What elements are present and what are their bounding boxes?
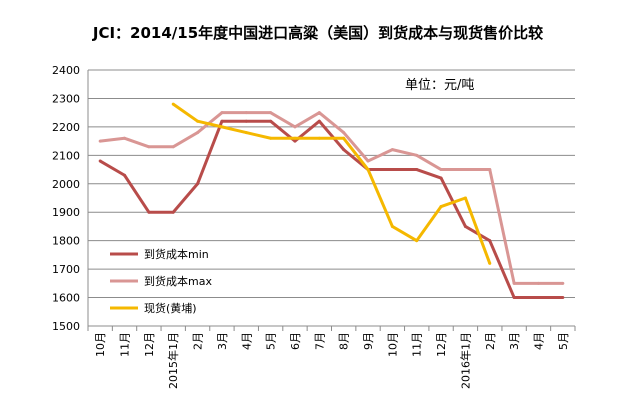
data-point <box>123 136 127 140</box>
data-point <box>244 119 248 123</box>
data-point <box>317 119 321 123</box>
data-point <box>196 182 200 186</box>
data-point <box>463 224 467 228</box>
y-tick-label: 2000 <box>52 178 80 191</box>
data-point <box>390 168 394 172</box>
x-tick-label: 2月 <box>484 332 497 350</box>
x-tick-label: 2015年1月 <box>166 332 180 389</box>
x-tick-label: 5月 <box>265 332 278 350</box>
data-point <box>220 125 224 129</box>
x-tick-label: 4月 <box>240 332 253 350</box>
y-tick-label: 1700 <box>52 263 80 276</box>
y-tick-label: 2100 <box>52 149 80 162</box>
data-point <box>390 148 394 152</box>
x-tick-label: 10月 <box>386 332 399 357</box>
unit-label: 单位：元/吨 <box>405 78 475 93</box>
data-point <box>98 139 102 143</box>
data-point <box>317 111 321 115</box>
data-point <box>244 111 248 115</box>
data-point <box>171 210 175 214</box>
chart-title: JCI：2014/15年度中国进口高粱（美国）到货成本与现货售价比较 <box>92 24 544 42</box>
x-tick-label: 2016年1月 <box>458 332 472 389</box>
series-line-1 <box>100 111 563 285</box>
data-point <box>269 111 273 115</box>
y-tick-label: 2300 <box>52 92 80 105</box>
data-point <box>123 173 127 177</box>
series-line-2 <box>172 102 492 264</box>
data-point <box>196 119 200 123</box>
data-point <box>536 296 540 300</box>
data-point <box>488 239 492 243</box>
x-tick-label: 8月 <box>338 332 351 350</box>
data-point <box>488 261 492 265</box>
data-point <box>561 296 565 300</box>
x-tick-label: 9月 <box>362 332 375 350</box>
data-point <box>293 125 297 129</box>
data-point <box>244 131 248 135</box>
x-tick-label: 7月 <box>313 332 326 350</box>
data-point <box>366 159 370 163</box>
legend-label: 到货成本max <box>144 274 212 288</box>
x-tick-label: 6月 <box>289 332 302 350</box>
x-tick-label: 3月 <box>216 332 229 350</box>
y-tick-label: 1500 <box>52 320 80 333</box>
y-tick-label: 2200 <box>52 121 80 134</box>
data-point <box>342 148 346 152</box>
data-point <box>342 131 346 135</box>
data-point <box>512 281 516 285</box>
x-tick-label: 12月 <box>435 332 448 357</box>
data-point <box>366 168 370 172</box>
data-point <box>98 159 102 163</box>
data-point <box>390 224 394 228</box>
x-tick-label: 5月 <box>557 332 570 350</box>
data-point <box>147 210 151 214</box>
data-point <box>536 281 540 285</box>
data-point <box>488 168 492 172</box>
data-point <box>415 153 419 157</box>
data-point <box>293 136 297 140</box>
data-point <box>342 136 346 140</box>
x-tick-label: 11月 <box>119 332 132 357</box>
x-tick-label: 10月 <box>94 332 107 357</box>
data-point <box>439 176 443 180</box>
y-tick-label: 2400 <box>52 64 80 77</box>
data-point <box>415 168 419 172</box>
data-point <box>463 168 467 172</box>
data-point <box>171 145 175 149</box>
data-point <box>196 131 200 135</box>
data-point <box>220 119 224 123</box>
legend-label: 现货(黄埔) <box>144 301 197 315</box>
x-tick-label: 4月 <box>532 332 545 350</box>
data-point <box>220 111 224 115</box>
legend-label: 到货成本min <box>144 247 209 261</box>
data-point <box>269 136 273 140</box>
data-point <box>561 281 565 285</box>
y-tick-label: 1900 <box>52 206 80 219</box>
x-tick-label: 2月 <box>192 332 205 350</box>
y-tick-label: 1600 <box>52 292 80 305</box>
data-point <box>439 205 443 209</box>
data-point <box>147 145 151 149</box>
data-point <box>171 102 175 106</box>
data-point <box>415 239 419 243</box>
data-point <box>439 168 443 172</box>
data-point <box>512 296 516 300</box>
data-point <box>269 119 273 123</box>
data-point <box>293 139 297 143</box>
x-tick-label: 12月 <box>143 332 156 357</box>
data-point <box>317 136 321 140</box>
x-tick-label: 3月 <box>508 332 521 350</box>
series-line-0 <box>99 119 563 300</box>
y-tick-label: 1800 <box>52 235 80 248</box>
data-point <box>463 196 467 200</box>
x-tick-label: 11月 <box>411 332 424 357</box>
